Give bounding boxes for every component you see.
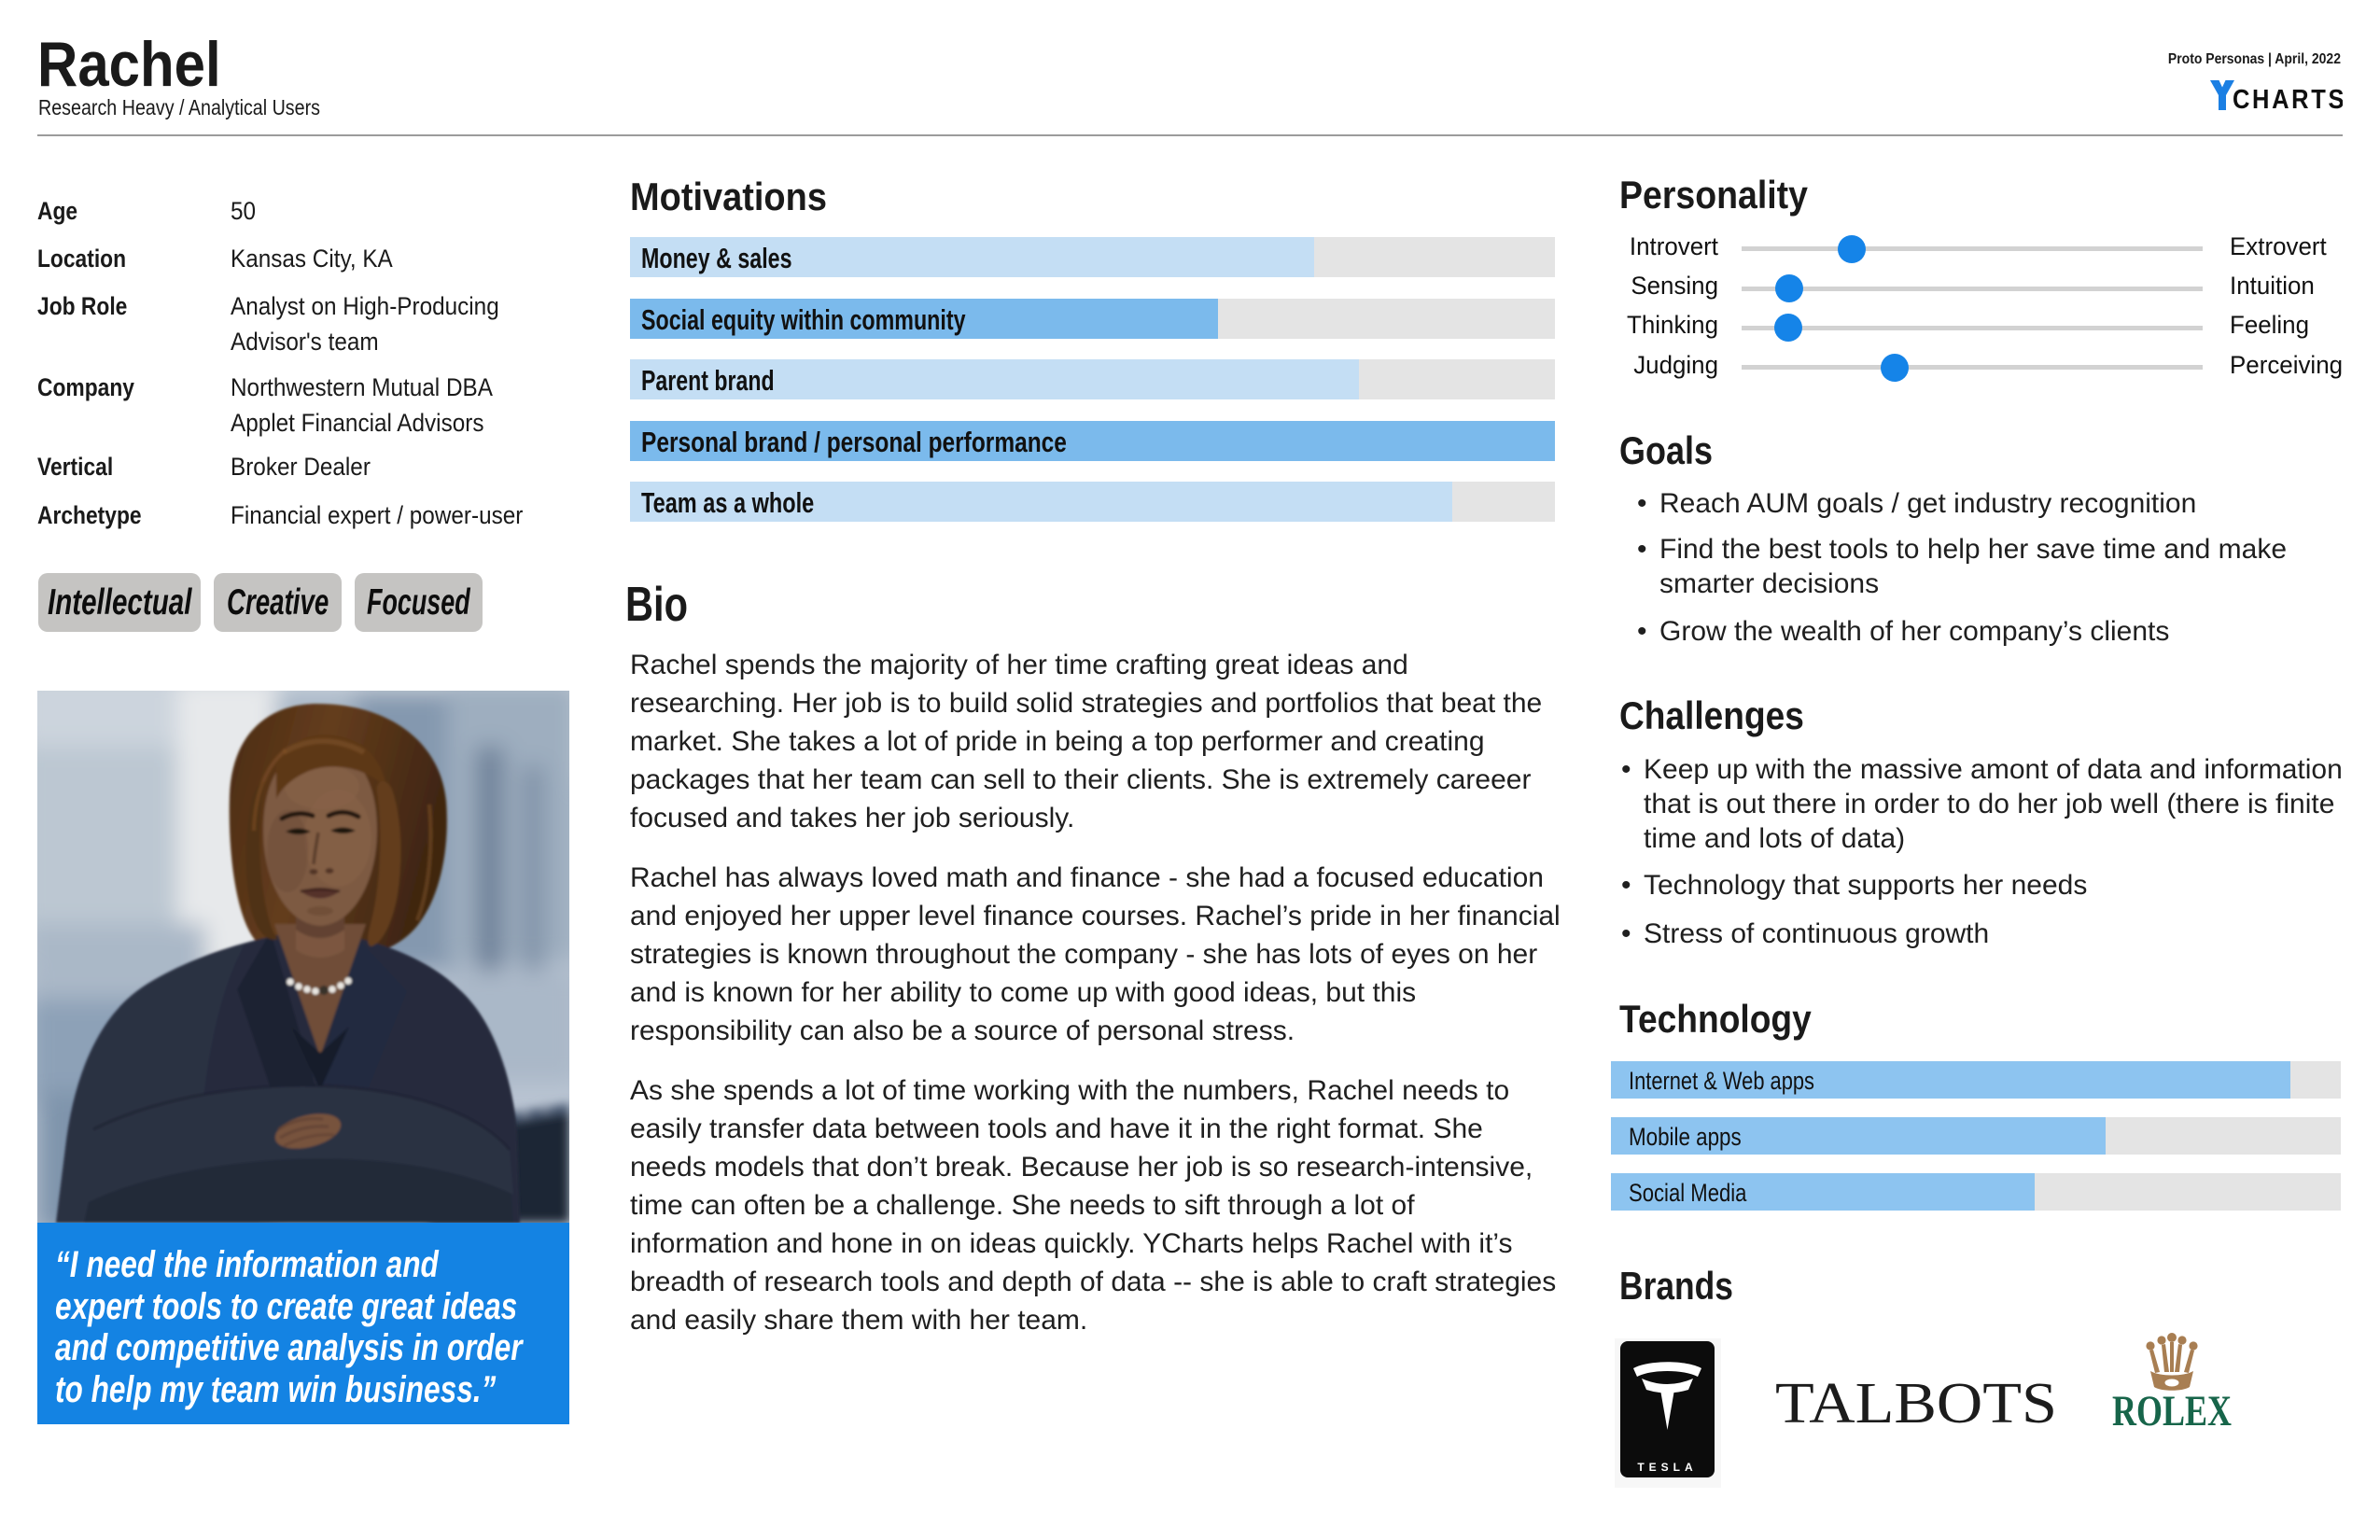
- svg-text:ROLEX: ROLEX: [2112, 1387, 2232, 1435]
- svg-text:CHARTS: CHARTS: [2233, 83, 2343, 112]
- svg-text:TESLA: TESLA: [1637, 1461, 1697, 1474]
- svg-text:TALBOTS: TALBOTS: [1775, 1372, 2057, 1435]
